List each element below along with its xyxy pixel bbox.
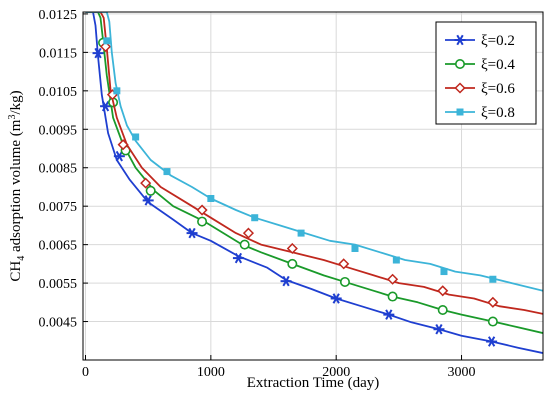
data-point <box>287 258 298 269</box>
data-point <box>383 309 395 320</box>
x-tick-label: 3000 <box>448 365 476 380</box>
legend: ξ=0.2 ξ=0.4 ξ=0.6 ξ=0.8 <box>435 21 537 125</box>
y-tick-label: 0.0105 <box>39 85 78 100</box>
marker-stroke <box>385 309 393 320</box>
y-tick-label: 0.0115 <box>39 46 77 61</box>
data-point <box>387 273 399 285</box>
x-axis: 0 1000 2000 3000 <box>82 355 476 380</box>
marker-stroke <box>456 34 464 46</box>
x-tick-label: 0 <box>82 365 89 380</box>
data-point <box>440 268 448 276</box>
data-point <box>280 275 292 287</box>
data-point <box>100 100 112 112</box>
data-point <box>145 185 156 196</box>
legend-marker <box>454 58 465 69</box>
legend-item: ξ=0.2 <box>445 33 515 49</box>
data-point <box>487 296 499 308</box>
data-point <box>117 139 129 151</box>
plot-frame <box>82 11 544 361</box>
data-point <box>132 133 140 141</box>
data-point <box>437 305 448 316</box>
legend-label: ξ=0.8 <box>481 105 515 121</box>
marker-stroke <box>144 195 152 206</box>
series-4 <box>85 12 543 292</box>
marker-stroke <box>234 252 243 264</box>
data-point <box>113 87 121 95</box>
legend-marker <box>454 82 466 94</box>
marker-stroke <box>115 150 123 162</box>
data-point <box>207 194 215 202</box>
data-point <box>186 227 198 239</box>
data-point <box>197 216 208 227</box>
data-point <box>338 258 350 270</box>
legend-item: ξ=0.4 <box>445 57 515 73</box>
data-point <box>113 150 125 162</box>
data-point <box>142 195 154 206</box>
data-point <box>286 242 298 255</box>
y-tick-label: 0.0075 <box>39 200 78 215</box>
data-point <box>486 336 498 347</box>
y-axis: 0.0045 0.0055 0.0065 0.0075 0.0085 0.0095 0.01… <box>39 8 88 331</box>
data-point <box>103 37 111 45</box>
data-point <box>330 293 342 304</box>
data-point <box>140 177 152 189</box>
legend-label: ξ=0.4 <box>481 57 515 73</box>
data-point <box>392 256 400 264</box>
y-tick-label: 0.0085 <box>39 162 78 177</box>
legend-item: ξ=0.8 <box>445 105 515 121</box>
series-line <box>85 12 543 354</box>
series-3 <box>85 12 543 315</box>
data-point <box>297 229 305 237</box>
x-tick-label: 2000 <box>322 365 350 380</box>
data-point <box>433 323 445 335</box>
marker-stroke <box>282 275 290 287</box>
y-tick-label: 0.0045 <box>39 316 78 331</box>
legend-box <box>435 21 537 125</box>
data-point <box>92 47 104 59</box>
data-point <box>163 168 171 176</box>
marker-stroke <box>487 336 496 347</box>
series-1 <box>85 12 543 354</box>
data-point <box>339 276 350 287</box>
data-point <box>437 285 449 297</box>
series-line <box>85 12 543 292</box>
data-point <box>251 214 259 222</box>
marker-stroke <box>435 323 443 335</box>
data-point <box>239 239 250 250</box>
legend-marker <box>454 34 466 46</box>
y-axis-title: CH4 adsorption volume (m3/kg) <box>7 90 27 281</box>
y-tick-label: 0.0055 <box>39 277 78 292</box>
legend-label: ξ=0.2 <box>481 33 515 49</box>
data-point <box>242 227 255 239</box>
x-tick-label: 1000 <box>197 365 225 380</box>
data-point <box>387 291 398 302</box>
y-tick-label: 0.0065 <box>39 239 78 254</box>
marker-stroke <box>94 47 102 59</box>
marker-stroke <box>101 100 110 112</box>
series-layer <box>85 12 543 354</box>
data-point <box>487 316 498 327</box>
x-axis-title: Extraction Time (day) <box>247 375 379 391</box>
data-point <box>489 275 497 283</box>
marker-stroke <box>332 293 340 304</box>
data-point <box>232 252 244 264</box>
marker-stroke <box>188 227 196 239</box>
legend-item: ξ=0.6 <box>445 81 515 97</box>
y-tick-label: 0.0125 <box>39 8 78 23</box>
y-tick-label: 0.0095 <box>39 123 78 138</box>
data-point <box>351 244 359 252</box>
legend-marker <box>456 108 464 116</box>
legend-label: ξ=0.6 <box>481 81 515 97</box>
data-point <box>100 41 112 53</box>
data-point <box>196 204 208 216</box>
